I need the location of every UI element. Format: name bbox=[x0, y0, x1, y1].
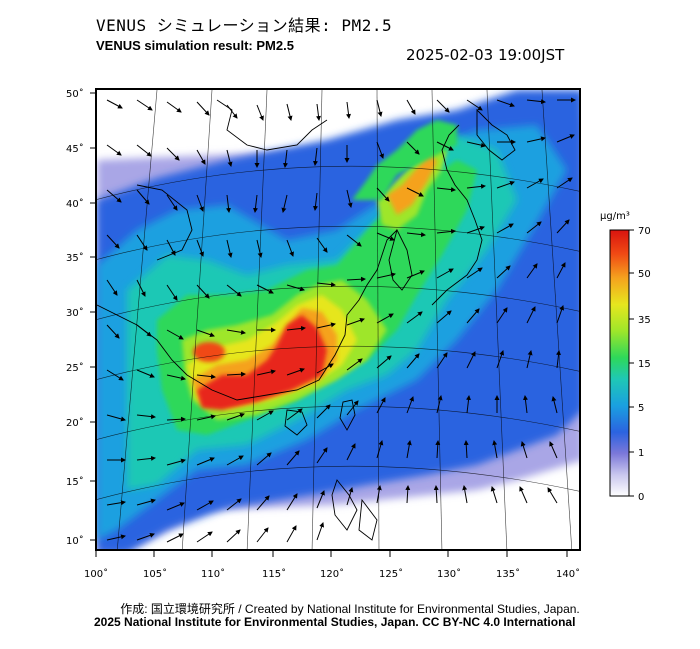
colorbar-ticks bbox=[629, 229, 634, 497]
lon-label-110: 110˚ bbox=[201, 568, 225, 580]
title-english: VENUS simulation result: PM2.5 bbox=[96, 38, 294, 53]
colorbar-label-70: 70 bbox=[638, 226, 651, 237]
credit-line-2: 2025 National Institute for Environmenta… bbox=[94, 615, 576, 629]
colorbar-gradient bbox=[609, 229, 630, 497]
lon-label-135: 135˚ bbox=[496, 568, 520, 580]
lon-label-125: 125˚ bbox=[379, 568, 403, 580]
lon-label-120: 120˚ bbox=[320, 568, 344, 580]
pm25-concentration-field bbox=[97, 90, 579, 549]
lat-label-20: 20˚ bbox=[66, 417, 84, 429]
lat-label-35: 35˚ bbox=[66, 252, 84, 264]
lon-label-140: 140˚ bbox=[556, 568, 580, 580]
colorbar-label-15: 15 bbox=[638, 359, 651, 370]
title-japanese: VENUS シミュレーション結果: PM2.5 bbox=[96, 16, 393, 35]
lon-label-100: 100˚ bbox=[84, 568, 108, 580]
lat-label-15: 15˚ bbox=[66, 476, 84, 488]
lat-label-10: 10˚ bbox=[66, 535, 84, 547]
lon-label-115: 115˚ bbox=[262, 568, 286, 580]
colorbar-label-5: 5 bbox=[638, 403, 644, 414]
lat-label-50: 50˚ bbox=[66, 88, 84, 100]
longitude-labels: 100˚ 105˚ 110˚ 115˚ 120˚ 125˚ 130˚ 135˚ … bbox=[84, 568, 580, 580]
latitude-labels: 50˚ 45˚ 40˚ 35˚ 30˚ 25˚ 20˚ 15˚ 10˚ bbox=[66, 88, 84, 547]
forecast-timestamp: 2025-02-03 19:00JST bbox=[406, 46, 565, 64]
coastlines bbox=[97, 99, 516, 541]
graticule bbox=[97, 90, 579, 549]
map-canvas bbox=[97, 90, 579, 549]
lon-label-130: 130˚ bbox=[437, 568, 461, 580]
colorbar-label-50: 50 bbox=[638, 269, 651, 280]
colorbar-label-35: 35 bbox=[638, 315, 651, 326]
colorbar-label-1: 1 bbox=[638, 448, 644, 459]
colorbar-unit: μg/m³ bbox=[600, 211, 630, 222]
credit-line-1: 作成: 国立環境研究所 / Created by National Instit… bbox=[120, 602, 580, 616]
lat-label-30: 30˚ bbox=[66, 307, 84, 319]
wind-vectors bbox=[106, 97, 576, 543]
pm25-map bbox=[95, 88, 581, 551]
lon-label-105: 105˚ bbox=[143, 568, 167, 580]
lat-label-25: 25˚ bbox=[66, 362, 84, 374]
longitude-ticks bbox=[95, 551, 568, 557]
lat-label-40: 40˚ bbox=[66, 198, 84, 210]
colorbar-label-0: 0 bbox=[638, 492, 644, 503]
lat-label-45: 45˚ bbox=[66, 143, 84, 155]
colorbar-labels: 70 50 35 15 5 1 0 bbox=[638, 226, 651, 503]
